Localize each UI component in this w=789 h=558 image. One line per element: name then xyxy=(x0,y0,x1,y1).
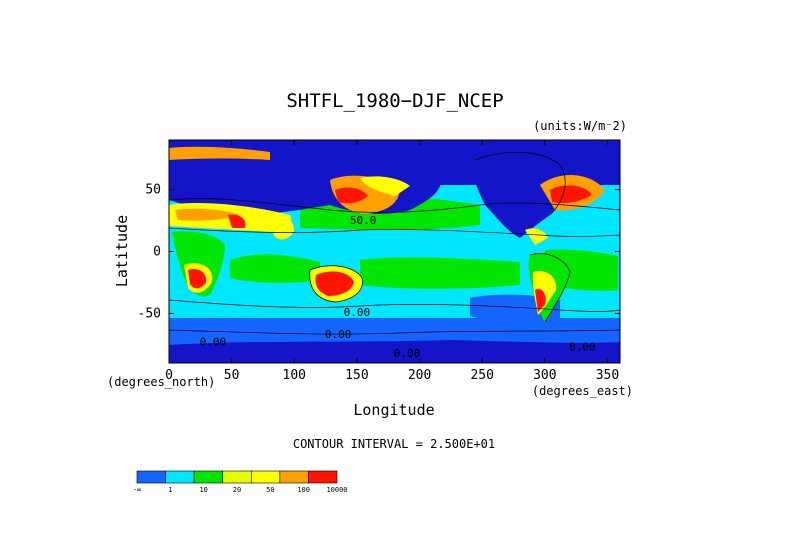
colorbar-swatch xyxy=(193,470,224,484)
contour-label: 50.0 xyxy=(350,214,377,227)
colorbar-label: 1 xyxy=(168,486,172,494)
x-tick-label: 200 xyxy=(408,368,431,383)
colorbar: -∞ 1 10 20 50 100 10000 xyxy=(133,470,348,494)
y-tick-label: 50 xyxy=(145,183,161,198)
x-tick-label: 0 xyxy=(165,368,173,383)
colorbar-label: 50 xyxy=(266,486,274,494)
colorbar-label: -∞ xyxy=(133,486,141,494)
land-n-africa-hot xyxy=(175,208,240,221)
land-north-america xyxy=(473,152,566,238)
patch-indian xyxy=(230,254,320,283)
x-tick-label: 250 xyxy=(470,368,493,383)
band-southern-ocean xyxy=(169,318,620,343)
colorbar-label: 20 xyxy=(233,486,241,494)
land-greenland xyxy=(564,144,612,170)
land-na-east-core xyxy=(550,185,592,204)
land-na-gulf-warm xyxy=(525,228,548,245)
y-tick-label: -50 xyxy=(138,306,161,321)
colorbar-swatch xyxy=(308,470,338,484)
y-axis-label: Latitude xyxy=(113,215,131,287)
colorbar-swatch xyxy=(222,470,252,484)
contour-label: 0.00 xyxy=(200,336,227,349)
y-tick-label: 0 xyxy=(153,245,161,260)
colorbar-swatch xyxy=(279,470,309,484)
chart-title: SHTFL_1980−DJF_NCEP xyxy=(286,90,503,112)
land-sa-hot xyxy=(535,289,546,312)
x-tick-label: 350 xyxy=(596,368,619,383)
land-india xyxy=(268,214,295,240)
land-asia-east-core xyxy=(335,187,368,204)
y-unit-note: (degrees_north) xyxy=(107,375,215,389)
x-tick-label: 50 xyxy=(224,368,240,383)
land-australia-core xyxy=(315,271,354,296)
x-unit-note: (degrees_east) xyxy=(532,384,633,398)
contour-interval-text: CONTOUR INTERVAL = 2.500E+01 xyxy=(293,437,495,451)
contour-label: 0.00 xyxy=(344,306,371,319)
land-africa-south-hot xyxy=(188,269,207,289)
units-note: (units:W/m⁻2) xyxy=(533,119,627,133)
land-arabia-hot xyxy=(228,214,246,228)
colorbar-swatch xyxy=(165,470,195,484)
contour-label: 0.00 xyxy=(394,347,421,360)
x-tick-label: 150 xyxy=(345,368,368,383)
x-tick-label: 100 xyxy=(283,368,306,383)
colorbar-label: 100 xyxy=(297,486,310,494)
colorbar-swatch xyxy=(250,470,281,484)
contour-label: 0.00 xyxy=(569,341,596,354)
arctic-edge-hot xyxy=(169,146,270,160)
x-axis-label: Longitude xyxy=(353,401,434,419)
contour-labels: 50.0 0.00 0.00 0.00 0.00 0.00 xyxy=(200,214,596,360)
heatmap-field xyxy=(169,140,620,363)
colorbar-label: 10000 xyxy=(326,486,347,494)
colorbar-swatch xyxy=(136,470,166,484)
colorbar-label: 10 xyxy=(199,486,207,494)
contour-label: 0.00 xyxy=(325,328,352,341)
land-kuroshio-warm xyxy=(360,176,410,196)
axes: 0 50 100 150 200 250 300 350 50 0 -50 xyxy=(138,140,620,383)
patch-s-pacific xyxy=(360,257,520,289)
contour-lines xyxy=(169,152,620,335)
x-tick-label: 300 xyxy=(533,368,556,383)
antarctic-ice xyxy=(169,340,620,363)
